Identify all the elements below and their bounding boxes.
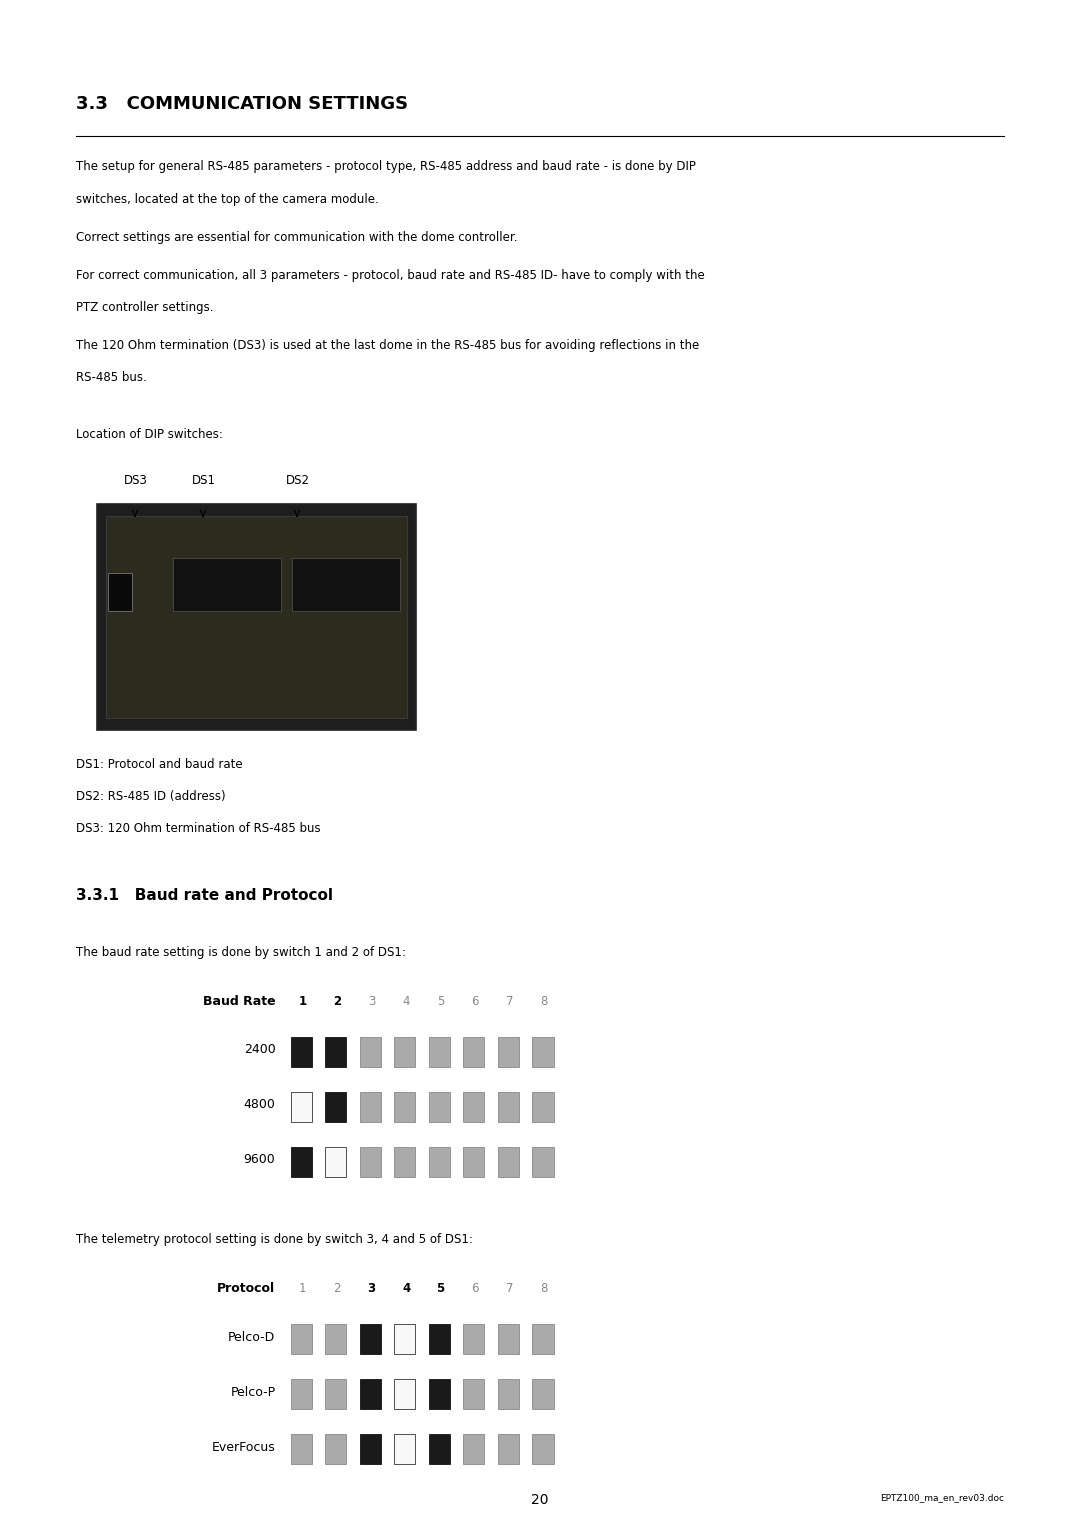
Text: 7: 7	[507, 995, 513, 1008]
FancyBboxPatch shape	[291, 1036, 312, 1067]
Text: 7: 7	[507, 1282, 513, 1296]
Text: 5: 5	[437, 995, 444, 1008]
FancyBboxPatch shape	[291, 1323, 312, 1354]
Text: 5: 5	[436, 1282, 445, 1296]
Text: 4800: 4800	[243, 1099, 275, 1111]
FancyBboxPatch shape	[463, 1091, 485, 1122]
Text: Protocol: Protocol	[217, 1282, 275, 1296]
FancyBboxPatch shape	[325, 1146, 347, 1177]
Text: 6: 6	[472, 995, 478, 1008]
Text: 3: 3	[368, 995, 375, 1008]
FancyBboxPatch shape	[498, 1378, 519, 1409]
FancyBboxPatch shape	[463, 1433, 485, 1464]
FancyBboxPatch shape	[532, 1091, 554, 1122]
Text: 6: 6	[472, 1282, 478, 1296]
Text: EverFocus: EverFocus	[212, 1441, 275, 1453]
FancyBboxPatch shape	[394, 1036, 416, 1067]
FancyBboxPatch shape	[463, 1323, 485, 1354]
FancyBboxPatch shape	[360, 1378, 381, 1409]
Text: Baud Rate: Baud Rate	[203, 995, 275, 1008]
FancyBboxPatch shape	[325, 1323, 347, 1354]
FancyBboxPatch shape	[173, 558, 281, 611]
Text: DS2: RS-485 ID (address): DS2: RS-485 ID (address)	[76, 790, 226, 804]
FancyBboxPatch shape	[108, 573, 132, 611]
Text: 2: 2	[334, 1282, 340, 1296]
FancyBboxPatch shape	[532, 1378, 554, 1409]
Text: The baud rate setting is done by switch 1 and 2 of DS1:: The baud rate setting is done by switch …	[76, 946, 405, 960]
Text: 4: 4	[403, 995, 409, 1008]
FancyBboxPatch shape	[429, 1091, 450, 1122]
FancyBboxPatch shape	[532, 1036, 554, 1067]
Text: Pelco-P: Pelco-P	[230, 1386, 275, 1398]
Text: 3.3   COMMUNICATION SETTINGS: 3.3 COMMUNICATION SETTINGS	[76, 95, 408, 113]
FancyBboxPatch shape	[463, 1036, 485, 1067]
Text: 8: 8	[541, 1282, 548, 1296]
Text: Correct settings are essential for communication with the dome controller.: Correct settings are essential for commu…	[76, 231, 517, 244]
FancyBboxPatch shape	[360, 1036, 381, 1067]
FancyBboxPatch shape	[498, 1433, 519, 1464]
Text: DS1: DS1	[192, 474, 216, 487]
Text: 3: 3	[367, 1282, 376, 1296]
FancyBboxPatch shape	[360, 1146, 381, 1177]
Text: 9600: 9600	[244, 1154, 275, 1166]
FancyBboxPatch shape	[360, 1091, 381, 1122]
FancyBboxPatch shape	[394, 1323, 416, 1354]
FancyBboxPatch shape	[429, 1433, 450, 1464]
FancyBboxPatch shape	[394, 1091, 416, 1122]
FancyBboxPatch shape	[532, 1323, 554, 1354]
Text: For correct communication, all 3 parameters - protocol, baud rate and RS-485 ID-: For correct communication, all 3 paramet…	[76, 269, 704, 283]
FancyBboxPatch shape	[360, 1433, 381, 1464]
FancyBboxPatch shape	[291, 1091, 312, 1122]
FancyBboxPatch shape	[429, 1146, 450, 1177]
FancyBboxPatch shape	[429, 1323, 450, 1354]
Text: PTZ controller settings.: PTZ controller settings.	[76, 301, 213, 315]
FancyBboxPatch shape	[291, 1146, 312, 1177]
FancyBboxPatch shape	[106, 516, 407, 718]
FancyBboxPatch shape	[429, 1036, 450, 1067]
FancyBboxPatch shape	[360, 1323, 381, 1354]
Text: The 120 Ohm termination (DS3) is used at the last dome in the RS-485 bus for avo: The 120 Ohm termination (DS3) is used at…	[76, 339, 699, 353]
Text: The telemetry protocol setting is done by switch 3, 4 and 5 of DS1:: The telemetry protocol setting is done b…	[76, 1233, 472, 1247]
FancyBboxPatch shape	[498, 1146, 519, 1177]
Text: DS1: Protocol and baud rate: DS1: Protocol and baud rate	[76, 758, 242, 772]
Text: DS2: DS2	[286, 474, 310, 487]
Text: 2: 2	[333, 995, 341, 1008]
Text: 2400: 2400	[244, 1044, 275, 1056]
Text: RS-485 bus.: RS-485 bus.	[76, 371, 147, 385]
FancyBboxPatch shape	[498, 1091, 519, 1122]
FancyBboxPatch shape	[532, 1433, 554, 1464]
FancyBboxPatch shape	[394, 1146, 416, 1177]
FancyBboxPatch shape	[429, 1378, 450, 1409]
FancyBboxPatch shape	[291, 1433, 312, 1464]
Text: 20: 20	[531, 1493, 549, 1507]
Text: Pelco-D: Pelco-D	[228, 1331, 275, 1343]
FancyBboxPatch shape	[394, 1433, 416, 1464]
FancyBboxPatch shape	[498, 1323, 519, 1354]
FancyBboxPatch shape	[394, 1378, 416, 1409]
Text: 1: 1	[298, 995, 307, 1008]
FancyBboxPatch shape	[498, 1036, 519, 1067]
Text: DS3: DS3	[124, 474, 148, 487]
Text: 8: 8	[541, 995, 548, 1008]
Text: switches, located at the top of the camera module.: switches, located at the top of the came…	[76, 193, 378, 206]
Text: DS3: 120 Ohm termination of RS-485 bus: DS3: 120 Ohm termination of RS-485 bus	[76, 822, 321, 836]
Text: The setup for general RS-485 parameters - protocol type, RS-485 address and baud: The setup for general RS-485 parameters …	[76, 160, 696, 174]
Text: EPTZ100_ma_en_rev03.doc: EPTZ100_ma_en_rev03.doc	[880, 1493, 1004, 1502]
Text: 4: 4	[402, 1282, 410, 1296]
FancyBboxPatch shape	[325, 1091, 347, 1122]
FancyBboxPatch shape	[463, 1378, 485, 1409]
FancyBboxPatch shape	[325, 1378, 347, 1409]
Text: 3.3.1   Baud rate and Protocol: 3.3.1 Baud rate and Protocol	[76, 888, 333, 903]
FancyBboxPatch shape	[97, 504, 416, 730]
FancyBboxPatch shape	[291, 1378, 312, 1409]
Text: 1: 1	[299, 1282, 306, 1296]
FancyBboxPatch shape	[463, 1146, 485, 1177]
FancyBboxPatch shape	[325, 1036, 347, 1067]
FancyBboxPatch shape	[532, 1146, 554, 1177]
FancyBboxPatch shape	[325, 1433, 347, 1464]
FancyBboxPatch shape	[292, 558, 400, 611]
Text: Location of DIP switches:: Location of DIP switches:	[76, 428, 222, 442]
